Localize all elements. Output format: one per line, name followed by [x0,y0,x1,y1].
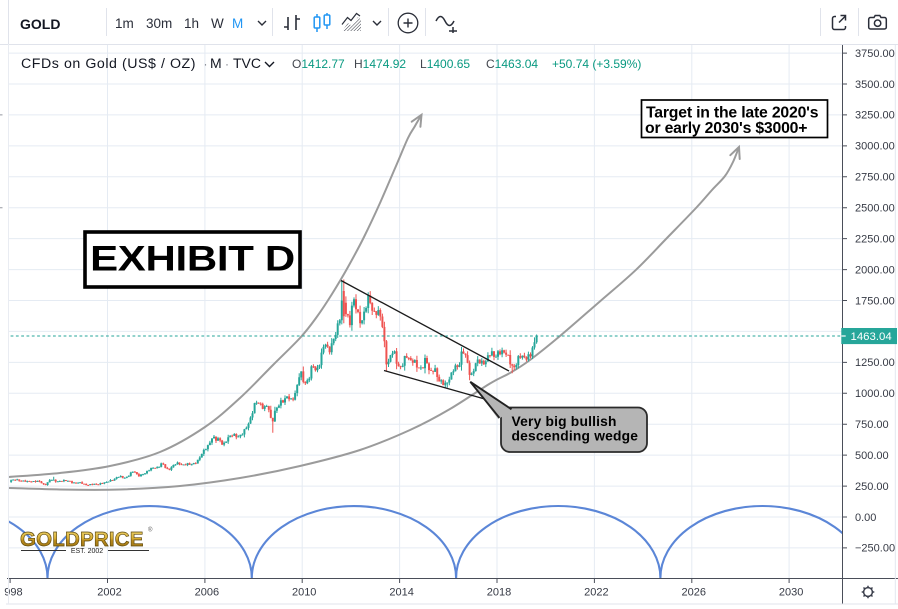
svg-text:·: · [225,57,229,71]
svg-text:H1474.92: H1474.92 [354,57,406,71]
svg-text:L1400.65: L1400.65 [420,57,470,71]
svg-text:®: ® [148,527,153,534]
svg-text:500.00: 500.00 [855,450,889,462]
svg-text:2014: 2014 [389,586,413,598]
svg-text:2002: 2002 [97,586,121,598]
svg-text:2026: 2026 [682,586,706,598]
svg-text:TVC: TVC [233,55,261,71]
svg-text:2500.00: 2500.00 [855,203,895,215]
svg-text:3250.00: 3250.00 [855,110,895,122]
svg-text:or early 2030's $3000+: or early 2030's $3000+ [645,120,807,137]
svg-text:M: M [210,55,222,71]
svg-text:EXHIBIT D: EXHIBIT D [90,240,295,279]
svg-text:O1412.77: O1412.77 [292,57,345,71]
svg-text:2750.00: 2750.00 [855,172,895,184]
svg-text:2000.00: 2000.00 [855,264,895,276]
svg-text:250.00: 250.00 [855,481,889,493]
svg-text:Very big bullish: Very big bullish [512,414,617,429]
svg-text:descending wedge: descending wedge [512,428,639,443]
svg-text:2030: 2030 [779,586,803,598]
svg-text:·: · [204,57,208,71]
svg-text:3750.00: 3750.00 [855,48,895,60]
svg-text:1250.00: 1250.00 [855,357,895,369]
svg-text:1750.00: 1750.00 [855,295,895,307]
svg-text:0.00: 0.00 [855,512,876,524]
svg-text:750.00: 750.00 [855,419,889,431]
svg-text:Target in the late 2020's: Target in the late 2020's [646,105,819,122]
svg-text:2022: 2022 [584,586,608,598]
svg-text:CFDs on Gold (US$ / OZ): CFDs on Gold (US$ / OZ) [21,56,196,72]
svg-text:2018: 2018 [487,586,511,598]
svg-text:−250.00: −250.00 [855,543,895,555]
svg-text:1463.04: 1463.04 [851,331,892,343]
svg-text:2250.00: 2250.00 [855,233,895,245]
svg-text:+50.74 (+3.59%): +50.74 (+3.59%) [552,57,641,71]
svg-text:GOLDPRICE: GOLDPRICE [20,528,144,551]
svg-text:2006: 2006 [195,586,219,598]
svg-text:3500.00: 3500.00 [855,79,895,91]
svg-text:C1463.04: C1463.04 [486,57,538,71]
svg-text:1000.00: 1000.00 [855,388,895,400]
svg-text:2010: 2010 [292,586,316,598]
svg-text:EST. 2002: EST. 2002 [71,548,103,555]
svg-text:3000.00: 3000.00 [855,141,895,153]
